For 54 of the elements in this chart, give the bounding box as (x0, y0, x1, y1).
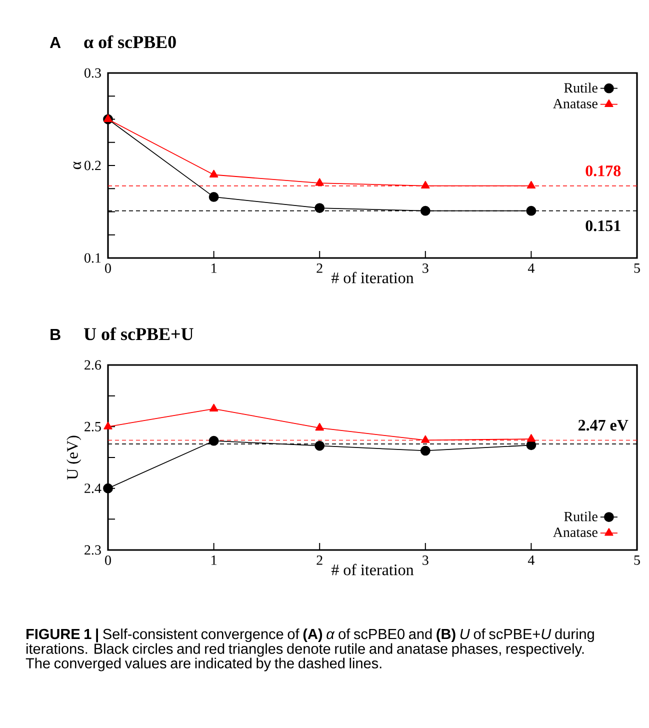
text: B (50, 328, 60, 340)
x-tick-label: 3 (422, 556, 428, 565)
text: A (50, 36, 61, 48)
y-tick-label: 0.1 (84, 253, 101, 263)
point (314, 203, 325, 213)
chart-title: α of scPBE0 (84, 35, 176, 48)
chart-title: U of scPBE+U (84, 327, 194, 340)
x-tick-label: 0 (105, 556, 111, 565)
x-tick-label: 1 (212, 264, 216, 273)
ref-line-label: 0.178 (586, 165, 621, 176)
y-axis-title: α (73, 162, 82, 170)
legend-label: Anatase (553, 98, 598, 108)
y-tick-label: 2.5 (84, 422, 101, 432)
point (526, 206, 536, 216)
point (421, 435, 430, 443)
point (526, 180, 536, 189)
y-tick-label: 2.4 (84, 484, 102, 494)
x-tick-label: 1 (212, 556, 216, 565)
legend-label: Rutile (564, 511, 598, 522)
x-tick-label: 0 (105, 264, 111, 273)
point (315, 422, 324, 431)
point (208, 436, 219, 446)
point (314, 440, 325, 451)
x-tick-label: 4 (528, 556, 534, 565)
legend-label: Rutile (564, 82, 598, 93)
point (526, 440, 536, 450)
y-tick-label: 0.2 (84, 160, 101, 170)
point (209, 404, 218, 412)
point (421, 180, 430, 189)
point (103, 483, 113, 494)
x-tick-label: 5 (634, 556, 640, 565)
y-tick-label: 0.3 (84, 68, 101, 78)
point (104, 114, 112, 122)
point (315, 178, 324, 186)
x-tick-label: 3 (422, 264, 428, 273)
y-axis-title: U (eV) (66, 436, 82, 480)
point (104, 422, 112, 430)
y-tick-label: 2.3 (84, 545, 101, 555)
x-tick-label: 4 (528, 264, 534, 273)
x-tick-label: 5 (634, 264, 640, 273)
point (420, 206, 430, 216)
point (209, 170, 218, 178)
x-axis-title: # of iteration (331, 272, 414, 284)
ref-line-label: 2.47 eV (578, 420, 628, 431)
x-tick-label: 2 (316, 264, 322, 273)
text: FIGURE 1 | Self-consistent convergence of (A) α of scPBE0 and (B) U of scPBE+U during iterations. Black circles and red triangles denote rutile and anatase phases, respectively. The converged values are indicated by the dashed lines. (26, 628, 594, 672)
point (526, 434, 536, 442)
legend-label: Anatase (553, 528, 598, 538)
ref-line-label: 0.151 (586, 220, 620, 232)
point (208, 192, 219, 202)
x-tick-label: 2 (316, 556, 322, 565)
point (420, 446, 430, 456)
y-tick-label: 2.6 (84, 360, 102, 370)
x-axis-title: # of iteration (331, 564, 414, 576)
